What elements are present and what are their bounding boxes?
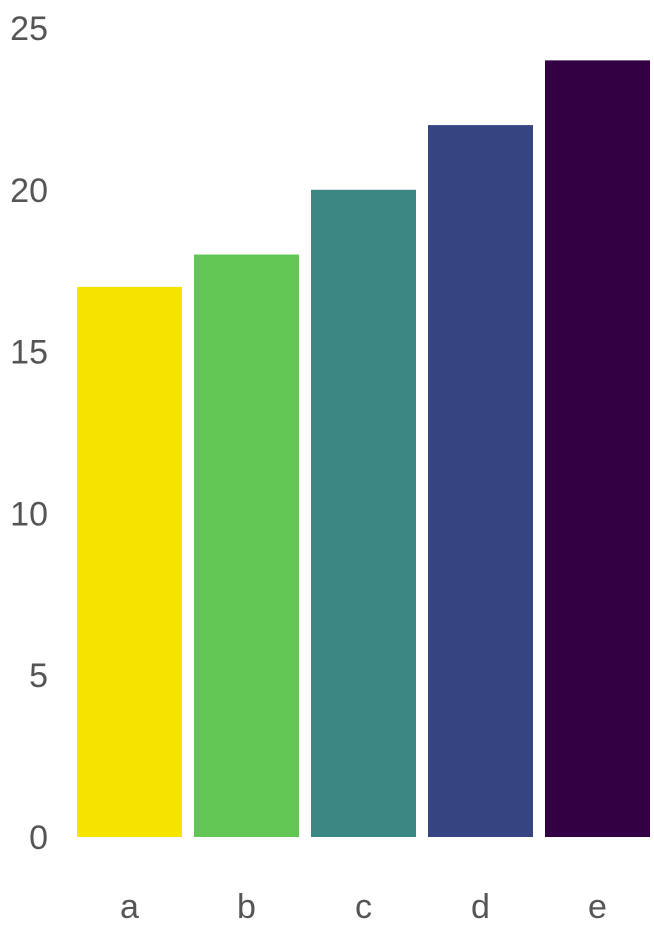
bar-c	[311, 189, 416, 838]
bars-group	[77, 60, 650, 838]
y-tick-label: 5	[29, 657, 48, 695]
x-tick-label-b: b	[237, 888, 256, 926]
x-axis-ticks: a b c d e	[120, 888, 607, 926]
y-tick-label: 15	[10, 334, 48, 372]
x-tick-label-e: e	[588, 888, 607, 926]
y-axis-ticks: 0 5 10 15 20 25	[10, 10, 48, 857]
x-tick-label-a: a	[120, 888, 139, 926]
bar-e	[545, 60, 650, 838]
bar-b	[194, 254, 299, 837]
y-tick-label: 20	[10, 172, 48, 210]
x-tick-label-d: d	[471, 888, 490, 926]
y-tick-label: 10	[10, 495, 48, 533]
bar-d	[428, 125, 533, 837]
x-tick-label-c: c	[355, 888, 372, 926]
y-tick-label: 25	[10, 10, 48, 48]
bar-a	[77, 286, 182, 837]
y-tick-label: 0	[29, 819, 48, 857]
